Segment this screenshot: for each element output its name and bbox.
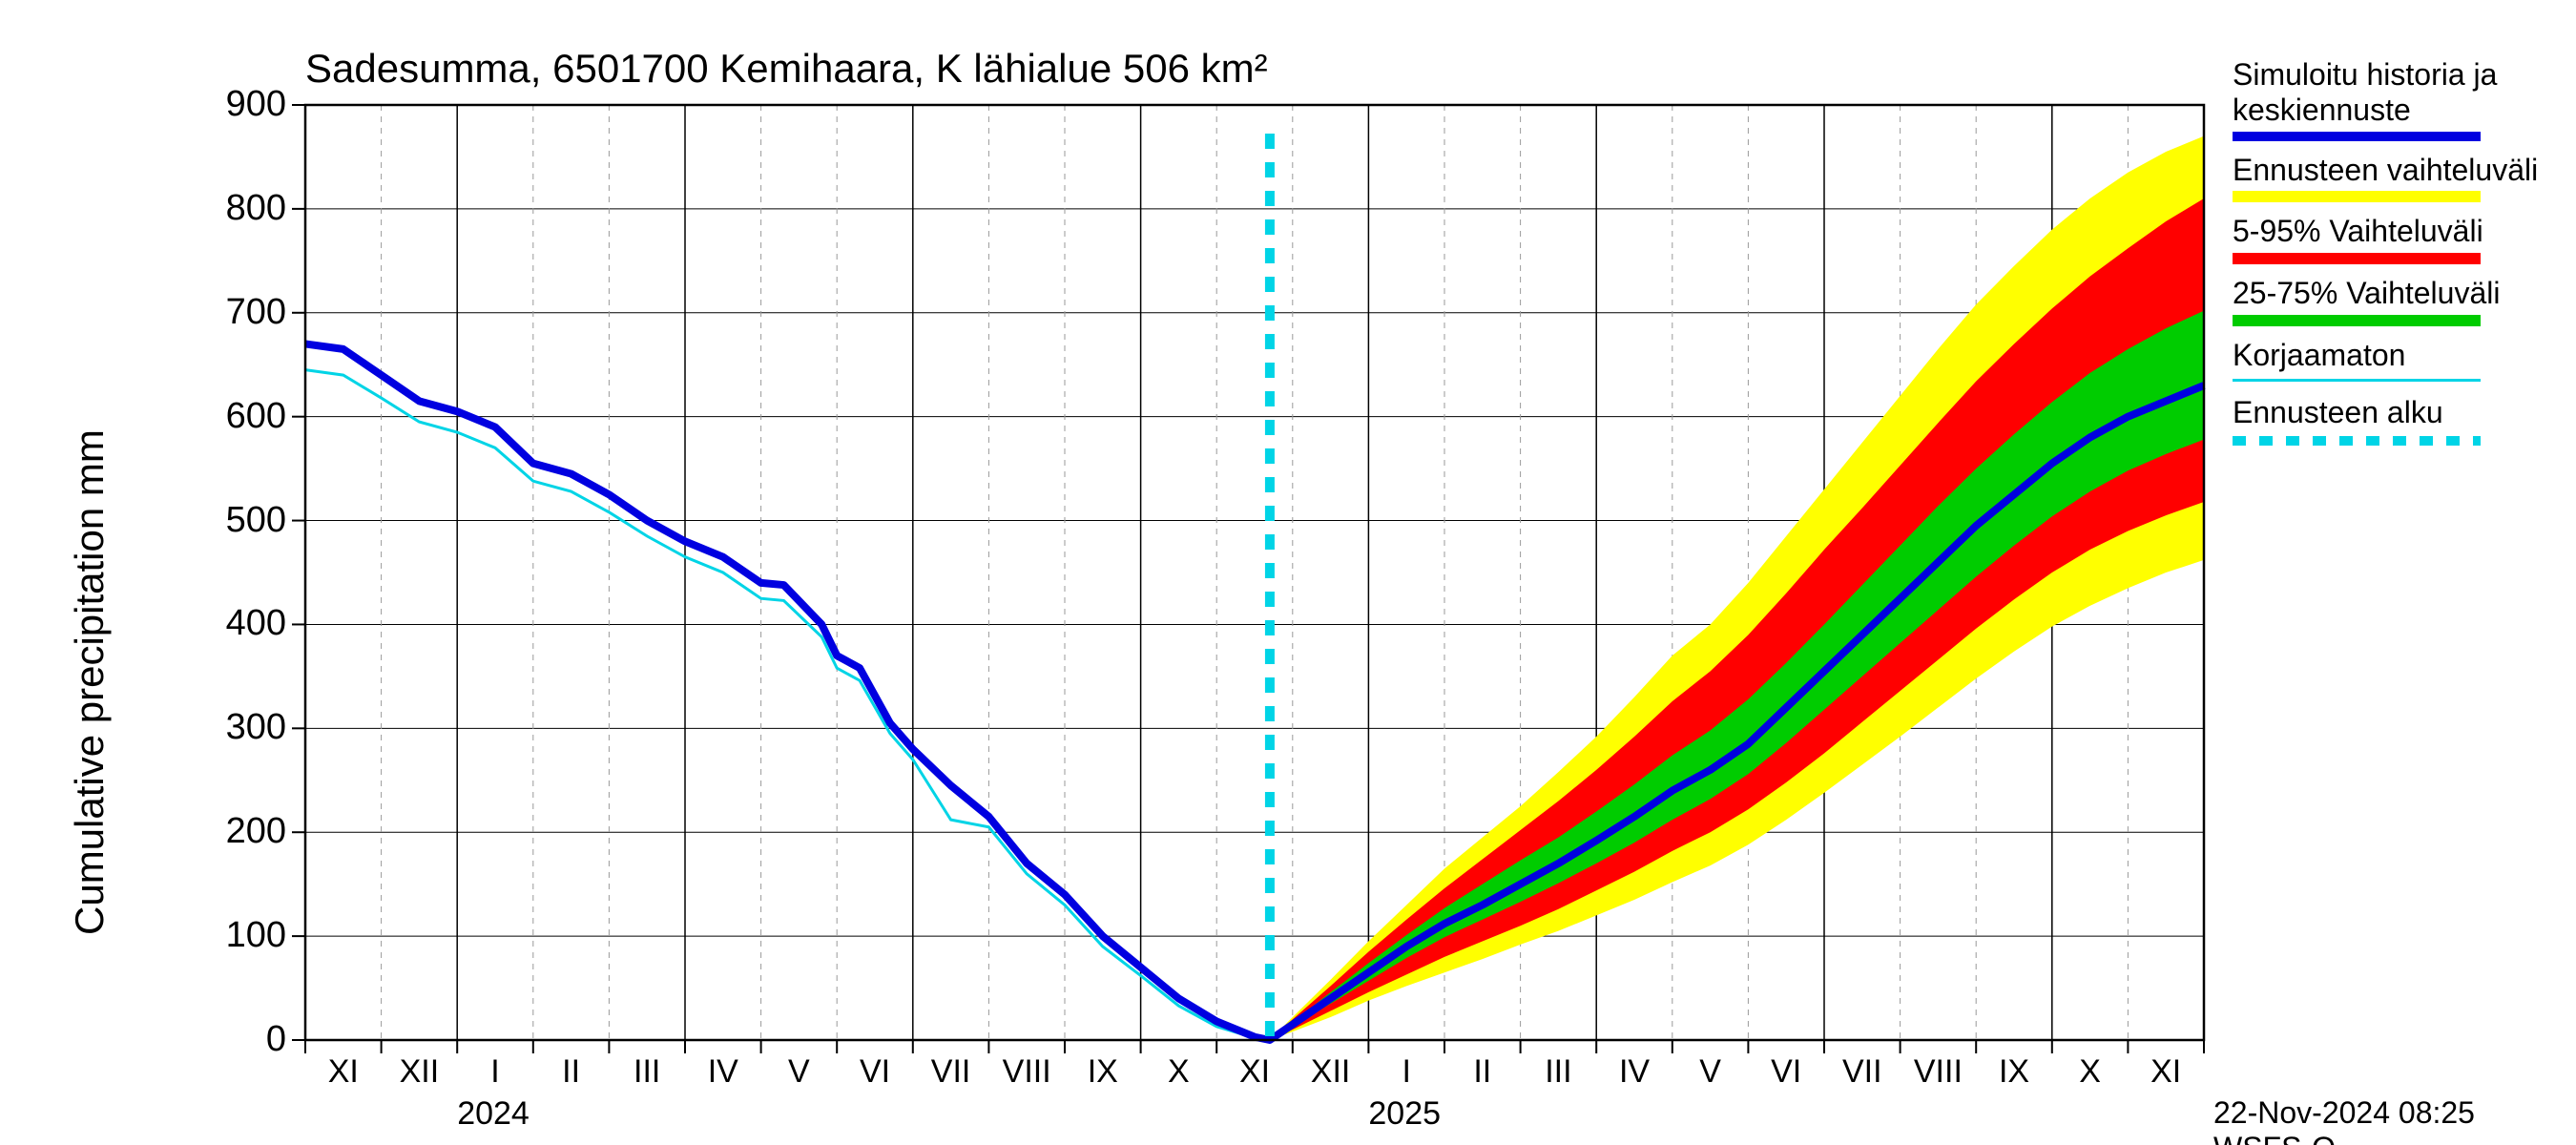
x-tick-label: IV [1619, 1053, 1650, 1091]
legend-swatch [2233, 379, 2481, 382]
legend-item: Ennusteen alku [2233, 395, 2538, 446]
x-year-label: 2025 [1368, 1095, 1441, 1133]
legend-label: keskiennuste [2233, 93, 2538, 128]
x-tick-label: IX [1088, 1053, 1118, 1091]
legend-item: Simuloitu historia jakeskiennuste [2233, 57, 2538, 141]
x-tick-label: III [634, 1053, 660, 1091]
x-tick-label: VIII [1914, 1053, 1963, 1091]
x-tick-label: VIII [1003, 1053, 1051, 1091]
x-tick-label: IV [708, 1053, 738, 1091]
legend-item: Korjaamaton [2233, 338, 2538, 382]
x-year-label: 2024 [457, 1095, 530, 1133]
legend-swatch [2233, 436, 2481, 446]
x-tick-label: XII [1311, 1053, 1351, 1091]
y-tick-label: 300 [172, 707, 286, 748]
legend-swatch [2233, 253, 2481, 264]
legend: Simuloitu historia jakeskiennuste Ennuste… [2233, 57, 2538, 459]
x-tick-label: I [1402, 1053, 1410, 1091]
legend-swatch [2233, 132, 2481, 141]
x-tick-label: VII [931, 1053, 971, 1091]
x-tick-label: VII [1842, 1053, 1882, 1091]
y-tick-label: 700 [172, 292, 286, 333]
y-tick-label: 100 [172, 915, 286, 956]
x-tick-label: XI [1239, 1053, 1270, 1091]
x-tick-label: V [1699, 1053, 1721, 1091]
legend-label: Ennusteen vaihteluväli [2233, 153, 2538, 188]
y-tick-label: 400 [172, 603, 286, 644]
x-tick-label: XII [400, 1053, 440, 1091]
x-tick-label: I [490, 1053, 499, 1091]
legend-label: Korjaamaton [2233, 338, 2538, 373]
x-tick-label: VI [860, 1053, 890, 1091]
line-uncorrected [305, 370, 1270, 1040]
legend-swatch [2233, 191, 2481, 202]
legend-item: 25-75% Vaihteluväli [2233, 276, 2538, 326]
x-tick-label: V [788, 1053, 810, 1091]
x-tick-label: XI [328, 1053, 359, 1091]
footer-timestamp: 22-Nov-2024 08:25 WSFS-O [2213, 1095, 2576, 1145]
y-tick-label: 600 [172, 396, 286, 437]
x-tick-label: II [562, 1053, 580, 1091]
legend-label: Simuloitu historia ja [2233, 57, 2538, 93]
legend-label: Ennusteen alku [2233, 395, 2538, 430]
y-tick-label: 800 [172, 188, 286, 229]
y-tick-label: 0 [172, 1019, 286, 1060]
legend-swatch [2233, 315, 2481, 326]
y-tick-label: 900 [172, 84, 286, 125]
x-tick-label: IX [1999, 1053, 2029, 1091]
band-full [1270, 136, 2204, 1040]
x-tick-label: III [1545, 1053, 1571, 1091]
legend-label: 25-75% Vaihteluväli [2233, 276, 2538, 311]
x-tick-label: X [1168, 1053, 1190, 1091]
legend-item: Ennusteen vaihteluväli [2233, 153, 2538, 203]
y-tick-label: 200 [172, 811, 286, 852]
x-tick-label: II [1473, 1053, 1491, 1091]
legend-item: 5-95% Vaihteluväli [2233, 214, 2538, 264]
y-tick-label: 500 [172, 500, 286, 541]
x-tick-label: VI [1771, 1053, 1801, 1091]
legend-label: 5-95% Vaihteluväli [2233, 214, 2538, 249]
plot-area [0, 0, 2576, 1145]
x-tick-label: X [2079, 1053, 2101, 1091]
x-tick-label: XI [2150, 1053, 2181, 1091]
chart-root: Sadesumma, 6501700 Kemihaara, K lähialue… [0, 0, 2576, 1145]
